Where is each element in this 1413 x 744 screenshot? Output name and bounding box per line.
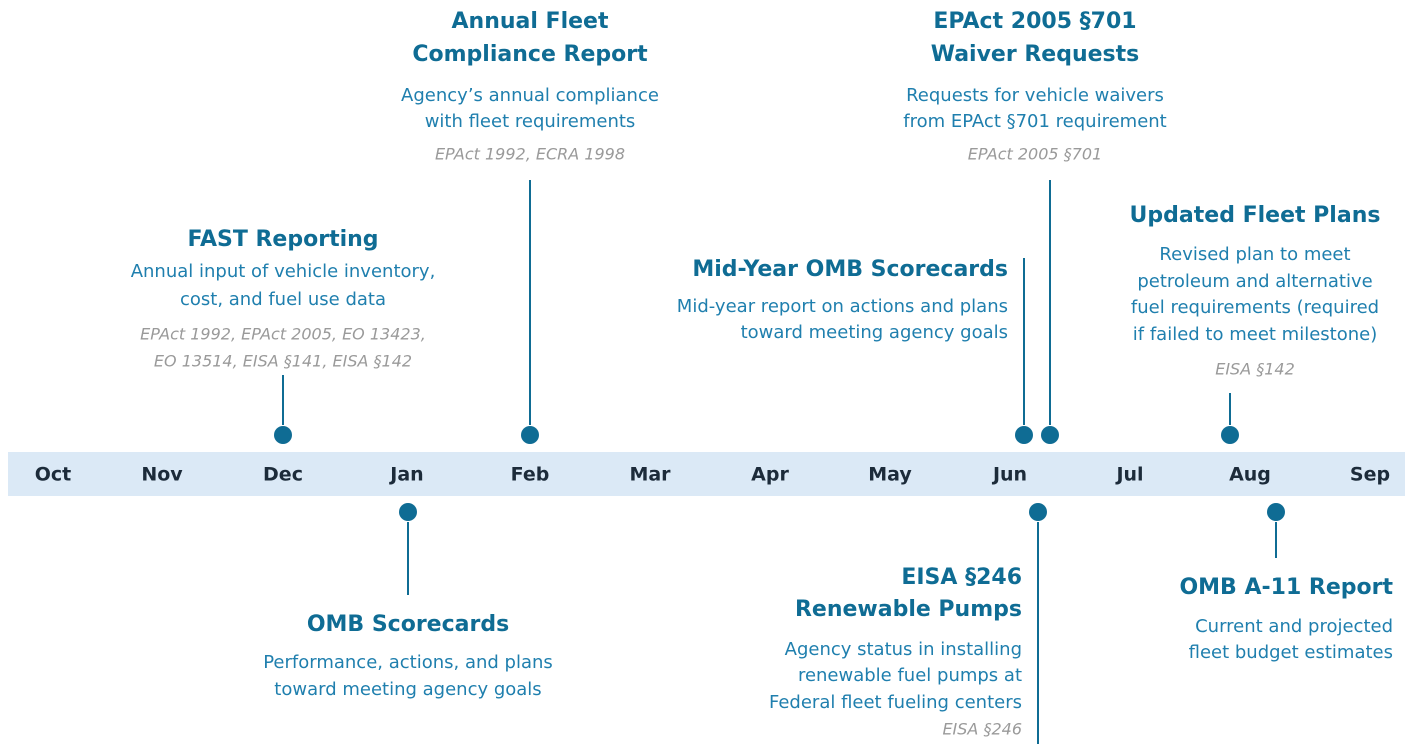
event-description: petroleum and alternative	[1137, 271, 1372, 292]
event-description: fleet budget estimates	[1189, 642, 1393, 663]
event-description: cost, and fuel use data	[180, 289, 386, 310]
event-description: Requests for vehicle waivers	[906, 85, 1164, 106]
event-title: OMB Scorecards	[307, 612, 509, 637]
event-title: EISA §246	[901, 565, 1022, 590]
month-label: Sep	[1350, 464, 1390, 486]
event-title: Mid-Year OMB Scorecards	[692, 257, 1008, 282]
month-label: Aug	[1229, 464, 1271, 486]
event-dot	[274, 426, 292, 444]
event-title: Annual Fleet	[452, 9, 609, 34]
event-dot	[1221, 426, 1239, 444]
event-description: if failed to meet milestone)	[1133, 324, 1377, 345]
event-citation: EPAct 1992, ECRA 1998	[435, 145, 625, 164]
event-title: Renewable Pumps	[795, 597, 1022, 622]
event-description: Revised plan to meet	[1159, 244, 1350, 265]
event-description: Agency’s annual compliance	[401, 85, 659, 106]
event-title: Waiver Requests	[931, 42, 1140, 67]
month-label: Dec	[263, 464, 303, 486]
month-label: Jun	[991, 464, 1027, 486]
event-description: toward meeting agency goals	[274, 679, 541, 700]
event-dot	[521, 426, 539, 444]
event-dot	[399, 503, 417, 521]
event-title: FAST Reporting	[187, 227, 378, 252]
month-label: Nov	[141, 464, 183, 486]
event-description: with fleet requirements	[425, 111, 636, 132]
month-label: Feb	[511, 464, 550, 486]
event-description: Federal fleet fueling centers	[769, 692, 1022, 713]
event-dot	[1015, 426, 1033, 444]
event-citation: EISA §142	[1215, 360, 1295, 379]
event-citation: EPAct 2005 §701	[968, 145, 1102, 164]
event-dot	[1029, 503, 1047, 521]
event-description: toward meeting agency goals	[741, 322, 1008, 343]
event-description: Current and projected	[1195, 616, 1393, 637]
month-label: Jan	[388, 464, 423, 486]
month-label: Apr	[751, 464, 789, 486]
event-description: fuel requirements (required	[1131, 297, 1379, 318]
event-citation: EISA §246	[942, 720, 1022, 739]
event-dot	[1267, 503, 1285, 521]
event-citation: EPAct 1992, EPAct 2005, EO 13423,	[140, 325, 426, 344]
event-title: EPAct 2005 §701	[933, 9, 1136, 34]
event-dot	[1041, 426, 1059, 444]
event-citation: EO 13514, EISA §141, EISA §142	[154, 352, 412, 371]
event-description: Mid-year report on actions and plans	[677, 296, 1008, 317]
event-title: OMB A-11 Report	[1179, 575, 1393, 600]
event-description: Performance, actions, and plans	[263, 652, 553, 673]
event-title: Updated Fleet Plans	[1130, 203, 1381, 228]
month-label: Oct	[35, 464, 72, 486]
event-description: Annual input of vehicle inventory,	[131, 261, 436, 282]
month-label: May	[868, 464, 912, 486]
month-band	[8, 452, 1405, 496]
month-label: Mar	[629, 464, 671, 486]
event-description: Agency status in installing	[785, 639, 1022, 660]
event-title: Compliance Report	[412, 42, 648, 67]
event-description: renewable fuel pumps at	[798, 665, 1022, 686]
event-description: from EPAct §701 requirement	[903, 111, 1167, 132]
month-label: Jul	[1114, 464, 1143, 486]
